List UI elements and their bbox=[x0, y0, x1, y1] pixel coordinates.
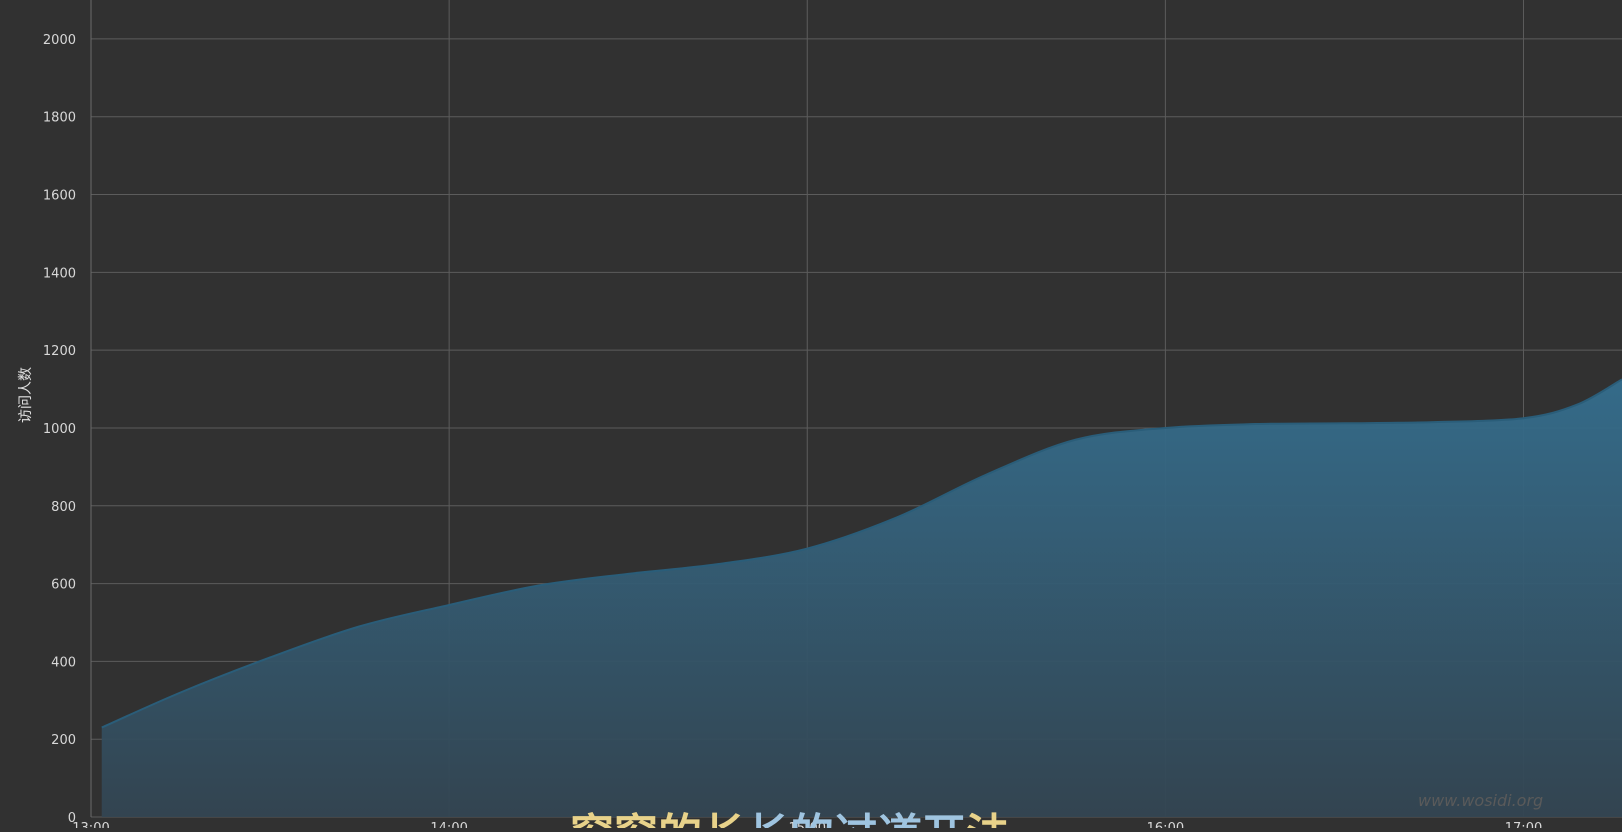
x-tick-label: 15:00 bbox=[789, 821, 826, 828]
y-tick-label: 200 bbox=[51, 733, 76, 748]
y-tick-label: 1400 bbox=[43, 266, 76, 281]
x-tick-label: 17:00 bbox=[1505, 821, 1542, 828]
x-tick-label: 16:00 bbox=[1147, 821, 1184, 828]
y-tick-label: 2000 bbox=[43, 33, 76, 48]
y-axis-title: 访问人数 bbox=[18, 367, 34, 423]
caption-segment: 法 bbox=[966, 810, 1010, 828]
watermark-text: www.wosidi.org bbox=[1418, 791, 1543, 810]
y-tick-label: 1200 bbox=[43, 344, 76, 359]
tick-layer: 0 200 400 600 800 1000 1200 1400 1600 1800 2000 13:… bbox=[43, 33, 1542, 832]
caption-segment: 窗窗 bbox=[570, 810, 658, 828]
x-tick-label: 14:00 bbox=[430, 821, 467, 828]
y-tick-label: 800 bbox=[51, 500, 76, 515]
y-tick-label: 0 bbox=[68, 811, 76, 826]
x-tick-label: 13:00 bbox=[72, 821, 109, 828]
series-line bbox=[101, 378, 1622, 729]
caption-segment: 的长 bbox=[658, 810, 746, 828]
video-caption: 窗窗的长长的过道开法 bbox=[570, 810, 1010, 828]
y-tick-label: 1800 bbox=[43, 111, 76, 126]
y-tick-label: 1600 bbox=[43, 189, 76, 204]
y-tick-label: 600 bbox=[51, 578, 76, 593]
series-layer bbox=[101, 378, 1622, 817]
y-tick-label: 1000 bbox=[43, 422, 76, 437]
y-tick-label: 400 bbox=[51, 655, 76, 670]
caption-segment: 长的过道开 bbox=[746, 810, 966, 828]
series-area bbox=[101, 379, 1622, 817]
